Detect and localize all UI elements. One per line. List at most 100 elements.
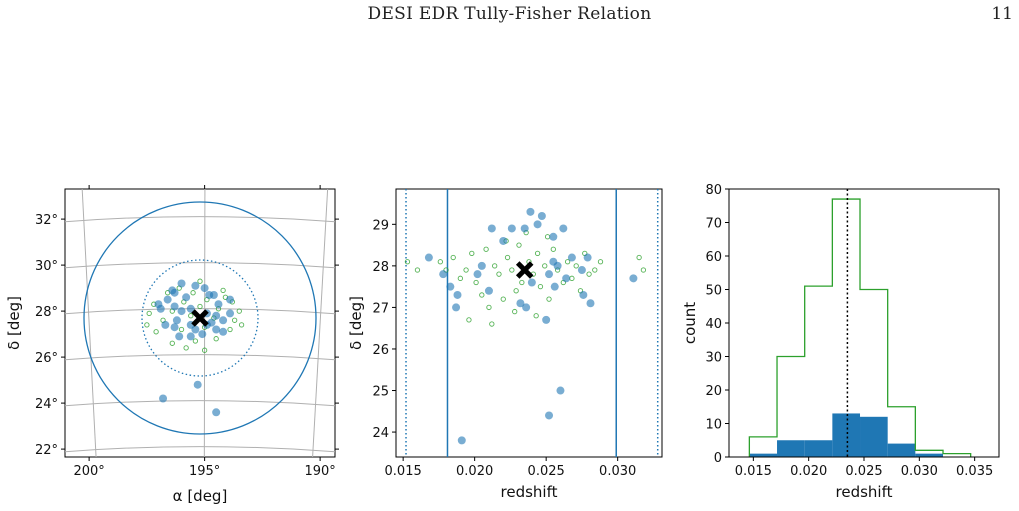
redshift-dec-green-point	[473, 279, 479, 286]
redshift-dec-green-point	[542, 263, 548, 269]
redshift-dec-blue-point	[537, 212, 546, 221]
sky-ticks: 200° 195° 190° 22° 24° 26° 28° 30° 32°	[35, 185, 339, 479]
redshift-dec-blue-point	[550, 282, 559, 291]
redshift-dec-green-point	[512, 308, 518, 315]
sky-green-point	[153, 329, 159, 335]
sky-blue-point	[191, 325, 200, 334]
sky-green-point	[238, 322, 245, 328]
redshift-dec-green-point	[450, 254, 456, 261]
sky-blue-point	[219, 327, 228, 336]
histogram-xtick-label: 0.020	[790, 464, 827, 479]
sky-blue-point	[198, 330, 207, 339]
sky-grid-dec-line	[65, 400, 335, 407]
sky-green-point	[144, 322, 150, 328]
redshift-dec-green-point	[544, 234, 551, 240]
redshift-dec-green-point	[569, 275, 575, 281]
sky-ytick-label: 28°	[35, 305, 58, 320]
redshift-dec-blue-point	[583, 253, 592, 262]
sky-ytick-label: 24°	[35, 397, 58, 412]
sky-center-marker	[191, 309, 209, 327]
sky-blue-point	[172, 316, 181, 325]
sky-blue-point	[209, 291, 218, 299]
redshift-dec-green-point	[513, 288, 519, 294]
redshift-dec-green-point	[437, 259, 443, 265]
sky-ytick-label: 22°	[35, 443, 58, 458]
sky-green-point	[220, 287, 226, 294]
redshift-dec-blue-point	[562, 274, 571, 283]
sky-axes-frame	[64, 188, 336, 458]
histogram-xlabel: redshift	[836, 483, 893, 501]
sky-blue-point	[170, 302, 179, 311]
redshift-dec-blue-point	[559, 224, 568, 233]
histogram-filled-bar	[887, 443, 916, 457]
histogram-ytick-label: 60	[705, 250, 722, 265]
sky-ytick-label: 32°	[35, 213, 58, 228]
redshift-dec-blue-point	[542, 315, 551, 324]
histogram-bars	[748, 189, 972, 457]
sky-xtick-label: 190°	[304, 464, 335, 479]
histogram-xtick-label: 0.015	[735, 464, 772, 479]
redshift-dec-xtick-label: 0.020	[456, 464, 493, 479]
histogram-filled-bar	[832, 413, 861, 457]
sky-blue-point	[161, 320, 170, 329]
redshift-dec-blue-point	[567, 253, 576, 262]
sky-blue-point	[163, 295, 172, 304]
sky-green-point	[146, 310, 152, 317]
redshift-dec-axes-frame	[395, 188, 663, 458]
redshift-dec-blue-point	[487, 224, 496, 233]
redshift-dec-blue-point	[439, 270, 448, 279]
page-number: 11	[991, 4, 1013, 24]
sky-green-point	[188, 313, 194, 319]
redshift-dec-ytick-label: 27	[372, 301, 389, 316]
sky-green-point	[201, 347, 208, 353]
histogram-ylabel: count	[681, 302, 699, 344]
sky-inner-circle	[141, 259, 259, 377]
redshift-dec-green-point	[469, 250, 475, 257]
redshift-dec-green-point	[492, 263, 498, 269]
redshift-dec-blue-point	[549, 232, 558, 241]
redshift-dec-green-point	[404, 259, 411, 265]
sky-blue-point	[186, 332, 195, 341]
histogram-filled-bar	[749, 453, 778, 457]
redshift-dec-limit-lines	[405, 189, 659, 457]
sky-blue-point	[200, 284, 209, 293]
sky-green-point	[231, 317, 238, 323]
sky-blue-point	[159, 394, 168, 403]
redshift-dec-green-point	[640, 267, 647, 273]
histogram-ytick-label: 80	[705, 183, 722, 198]
sky-xtick-label: 195°	[189, 464, 220, 479]
sky-green-point	[197, 278, 203, 284]
sky-ytick-label: 26°	[35, 351, 58, 366]
sky-blue-point	[191, 281, 200, 290]
sky-blue-point	[170, 288, 179, 297]
histogram-filled-bar	[860, 416, 888, 457]
redshift-dec-blue-point	[484, 286, 493, 295]
sky-grid-dec-line	[65, 354, 335, 361]
sky-grid-ra-line	[81, 189, 97, 457]
redshift-dec-green-point	[466, 317, 472, 323]
redshift-dec-green-point	[534, 250, 541, 257]
redshift-dec-ytick-label: 29	[372, 218, 389, 233]
redshift-dec-blue-point	[553, 261, 562, 270]
redshift-dec-blue-point	[526, 207, 535, 216]
redshift-dec-green-point	[457, 275, 464, 281]
sky-blue-point	[177, 307, 186, 316]
redshift-dec-green-point	[533, 313, 539, 319]
redshift-dec-green-point	[550, 246, 556, 252]
sky-ylabel: δ [deg]	[5, 296, 23, 350]
sky-grid-dec-line	[65, 262, 335, 269]
sky-blue-point	[175, 332, 184, 341]
redshift-dec-points	[404, 207, 647, 445]
sky-blue-point	[170, 323, 179, 332]
redshift-dec-ytick-label: 25	[372, 385, 389, 400]
sky-xlabel: α [deg]	[173, 487, 228, 505]
redshift-dec-green-point	[636, 254, 642, 261]
redshift-dec-blue-point	[424, 253, 433, 262]
redshift-dec-ytick-label: 28	[372, 260, 389, 275]
redshift-dec-blue-point	[507, 224, 516, 233]
histogram-filled-bar	[915, 453, 944, 457]
sky-blue-point	[182, 293, 191, 302]
redshift-dec-panel: 0.015 0.020 0.025 0.030 24 25 26 27 28 29 redshif…	[347, 188, 663, 501]
histogram-xtick-label: 0.025	[845, 464, 882, 479]
